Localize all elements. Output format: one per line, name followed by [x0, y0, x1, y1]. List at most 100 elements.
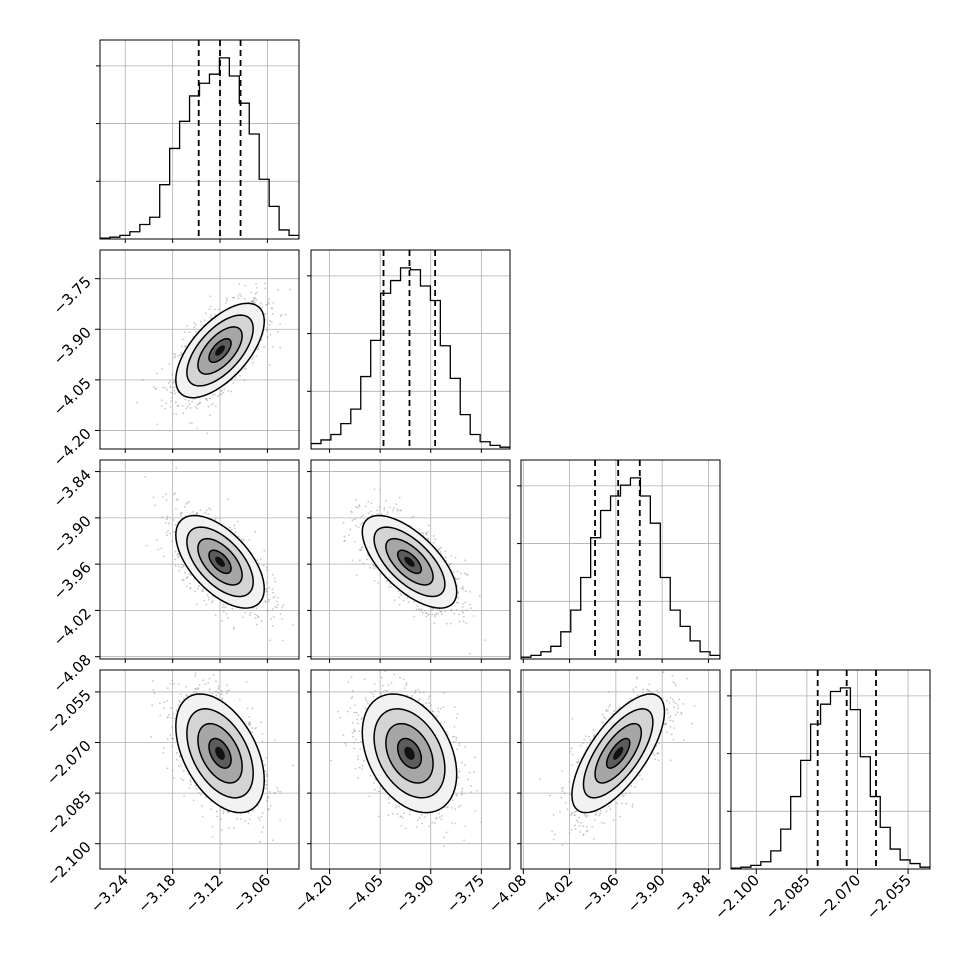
- scatter-point: [607, 690, 610, 693]
- scatter-point: [354, 767, 357, 770]
- scatter-point: [207, 507, 210, 510]
- scatter-point: [367, 501, 370, 503]
- scatter-point: [408, 813, 411, 816]
- scatter-point: [222, 603, 225, 606]
- scatter-point: [466, 778, 469, 781]
- scatter-point: [366, 701, 369, 703]
- scatter-point: [359, 559, 361, 562]
- scatter-point: [154, 504, 156, 507]
- scatter-point: [440, 546, 442, 549]
- scatter-point: [176, 404, 179, 407]
- scatter-point: [599, 812, 602, 815]
- scatter-point: [384, 689, 387, 692]
- scatter-point: [367, 512, 370, 515]
- scatter-point: [401, 816, 404, 819]
- scatter-point: [464, 590, 467, 593]
- scatter-point: [351, 559, 354, 562]
- scatter-point: [276, 331, 279, 334]
- scatter-point: [242, 538, 245, 541]
- scatter-point: [435, 816, 438, 819]
- scatter-point: [251, 727, 253, 729]
- scatter-point: [182, 578, 185, 581]
- y-tick-label: −4.08: [50, 651, 95, 696]
- scatter-point: [591, 825, 593, 828]
- scatter-point: [395, 503, 398, 506]
- scatter-point: [629, 698, 632, 700]
- scatter-point: [185, 407, 187, 410]
- scatter-point: [237, 520, 239, 523]
- scatter-point: [456, 570, 459, 573]
- scatter-point: [265, 799, 268, 802]
- scatter-point: [267, 303, 270, 306]
- panel-frame: [99, 459, 300, 660]
- contour-line: [594, 722, 643, 784]
- scatter-point: [469, 603, 471, 606]
- x-tick-label: −4.20: [291, 871, 336, 916]
- scatter-point: [263, 346, 265, 348]
- scatter-point: [418, 528, 421, 531]
- scatter-point: [169, 532, 171, 535]
- scatter-point: [579, 744, 582, 747]
- x-tick-label: −3.90: [624, 871, 669, 916]
- scatter-point: [160, 547, 163, 550]
- scatter-point: [415, 608, 418, 611]
- scatter-point: [621, 802, 623, 805]
- scatter-point: [252, 301, 255, 304]
- scatter-point: [184, 572, 186, 574]
- scatter-point: [570, 747, 573, 750]
- scatter-point: [268, 586, 271, 589]
- scatter-point: [185, 503, 188, 505]
- scatter-point: [388, 506, 391, 509]
- scatter-point: [214, 519, 217, 521]
- scatter-point: [233, 296, 236, 299]
- scatter-point: [256, 286, 258, 289]
- scatter-point: [480, 821, 483, 824]
- scatter-point: [437, 707, 439, 710]
- scatter-point: [268, 808, 270, 811]
- x-tick-label: −4.05: [342, 871, 387, 916]
- scatter-point: [238, 293, 241, 296]
- scatter-point: [588, 735, 590, 738]
- scatter-point: [461, 585, 464, 588]
- scatter-point: [277, 790, 279, 792]
- scatter-point: [359, 748, 362, 750]
- scatter-point: [460, 793, 463, 796]
- scatter-point: [461, 790, 463, 793]
- scatter-point: [461, 606, 464, 609]
- scatter-point: [256, 623, 258, 626]
- scatter-point: [194, 672, 197, 675]
- scatter-point: [254, 617, 257, 620]
- scatter-point: [402, 678, 405, 681]
- scatter-point: [215, 680, 217, 683]
- scatter-point: [213, 393, 216, 396]
- scatter-point: [469, 607, 472, 610]
- scatter-point: [413, 615, 416, 618]
- scatter-point: [201, 815, 204, 818]
- scatter-point: [162, 386, 165, 389]
- scatter-point: [198, 585, 200, 588]
- scatter-point: [378, 506, 381, 509]
- scatter-panel-2-0: [100, 460, 299, 659]
- scatter-point: [262, 826, 265, 829]
- scatter-point: [390, 585, 393, 588]
- scatter-point: [165, 531, 168, 534]
- scatter-point: [255, 726, 257, 729]
- scatter-point: [468, 771, 471, 774]
- scatter-point: [246, 707, 249, 710]
- scatter-point: [152, 688, 155, 691]
- x-tick-label: −3.96: [577, 871, 622, 916]
- scatter-point: [243, 297, 246, 300]
- scatter-point: [483, 639, 486, 642]
- scatter-point: [355, 498, 358, 501]
- scatter-point: [450, 554, 453, 557]
- scatter-point: [358, 730, 361, 733]
- scatter-point: [196, 427, 199, 430]
- scatter-point: [292, 624, 294, 626]
- scatter-point: [416, 604, 419, 607]
- scatter-point: [171, 397, 173, 399]
- scatter-point: [202, 679, 205, 682]
- scatter-point: [449, 622, 452, 625]
- scatter-point: [170, 706, 172, 709]
- scatter-point: [228, 526, 231, 529]
- scatter-point: [192, 691, 195, 694]
